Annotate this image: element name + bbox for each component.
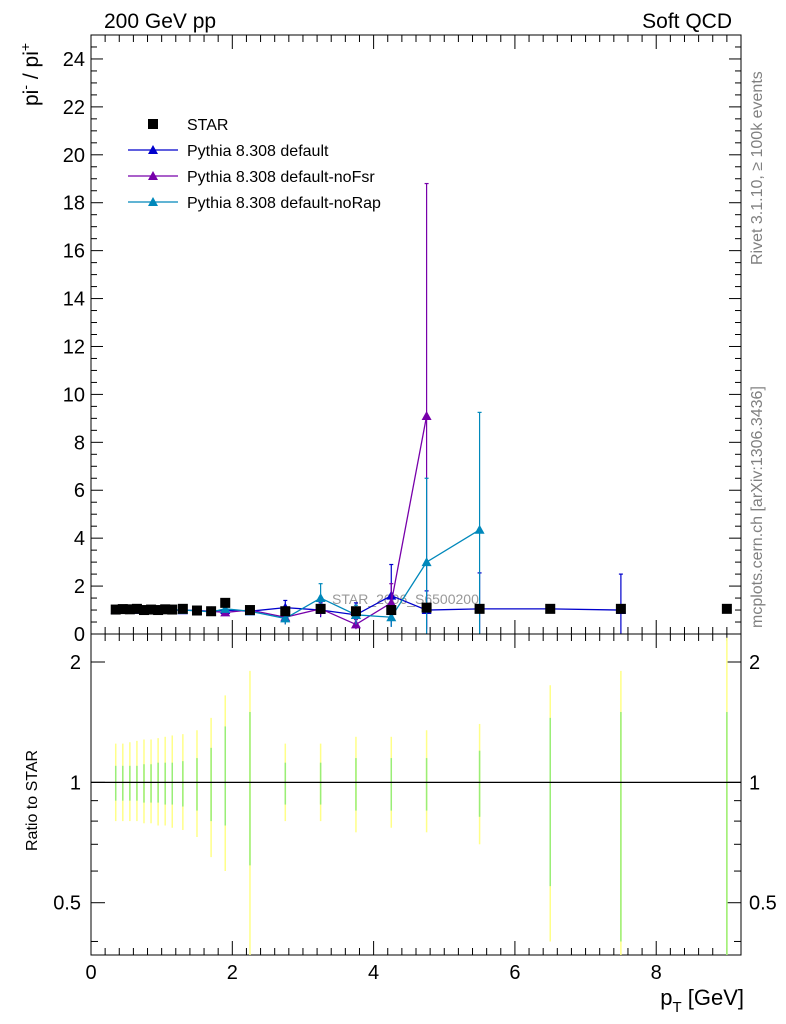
main-ytick-label: 16 bbox=[63, 241, 85, 263]
main-ytick-label: 10 bbox=[63, 384, 85, 406]
x-tick-label: 2 bbox=[227, 962, 238, 984]
point-star bbox=[421, 602, 432, 613]
main-ytick-label: 0 bbox=[74, 624, 85, 646]
point-noRap bbox=[220, 603, 231, 613]
x-tick-label: 4 bbox=[368, 962, 379, 984]
main-ylabel: pi- / pi+ bbox=[17, 43, 43, 106]
point-star bbox=[315, 603, 326, 614]
legend-label-noRap: Pythia 8.308 default-noRap bbox=[187, 195, 381, 212]
point-star bbox=[615, 603, 626, 614]
x-tick-label: 6 bbox=[509, 962, 520, 984]
point-star bbox=[177, 603, 188, 614]
point-star bbox=[280, 606, 291, 617]
ratio-ylabel: Ratio to STAR bbox=[24, 750, 41, 851]
legend-label-default: Pythia 8.308 default bbox=[187, 143, 329, 160]
legend-marker-star bbox=[148, 119, 158, 129]
point-noRap bbox=[421, 557, 432, 567]
legend-marker-noFsr bbox=[148, 171, 158, 180]
ratio-frame bbox=[90, 633, 742, 956]
point-star bbox=[160, 604, 171, 615]
main-data bbox=[110, 182, 732, 634]
point-star bbox=[474, 603, 485, 614]
x-tick-label: 0 bbox=[85, 962, 96, 984]
ratio-ytick-label-right: 2 bbox=[749, 652, 760, 674]
point-star bbox=[167, 604, 178, 615]
point-star bbox=[110, 604, 121, 615]
point-star bbox=[244, 605, 255, 616]
point-star bbox=[131, 603, 142, 614]
point-star bbox=[721, 603, 732, 614]
main-ytick-label: 12 bbox=[63, 336, 85, 358]
legend-marker-default bbox=[148, 145, 158, 154]
point-star bbox=[117, 604, 128, 615]
x-tick-label: 8 bbox=[651, 962, 662, 984]
legend-label-star: STAR bbox=[187, 117, 228, 134]
main-ytick-label: 22 bbox=[63, 97, 85, 119]
point-star bbox=[191, 605, 202, 616]
main-ytick-label: 14 bbox=[63, 289, 85, 311]
point-star bbox=[138, 605, 149, 616]
point-noFsr bbox=[386, 597, 397, 607]
point-noRap bbox=[474, 524, 485, 534]
main-ytick-label: 24 bbox=[63, 49, 85, 71]
ratio-ytick-label-right: 0.5 bbox=[749, 893, 777, 915]
point-noRap bbox=[280, 613, 291, 623]
point-noRap bbox=[315, 593, 326, 603]
point-noFsr bbox=[421, 410, 432, 420]
point-star bbox=[146, 604, 157, 615]
point-star bbox=[545, 603, 556, 614]
point-star bbox=[350, 606, 361, 617]
main-ytick-label: 8 bbox=[74, 432, 85, 454]
main-ytick-label: 18 bbox=[63, 193, 85, 215]
ratio-panel: 0 2 4 6 8 0.5 0.5 1 1 2 2 bbox=[53, 633, 777, 984]
ratio-ytick-label: 2 bbox=[70, 652, 81, 674]
point-star bbox=[386, 605, 397, 616]
analysis-watermark: STAR_2006_S6500200 bbox=[332, 591, 479, 607]
point-star bbox=[153, 605, 164, 616]
rivet-version-label: Rivet 3.1.10, ≥ 100k events bbox=[749, 71, 766, 265]
ratio-ytick-label: 0.5 bbox=[53, 893, 81, 915]
header-left-label: 200 GeV pp bbox=[104, 10, 216, 33]
main-ytick-label: 20 bbox=[63, 145, 85, 167]
legend-marker-noRap bbox=[148, 197, 158, 206]
point-star bbox=[124, 604, 135, 615]
legend: STAR Pythia 8.308 default Pythia 8.308 def… bbox=[128, 117, 381, 212]
main-ytick-label: 6 bbox=[74, 480, 85, 502]
point-noRap bbox=[386, 612, 397, 622]
x-axis-label: pT [GeV] bbox=[660, 985, 744, 1016]
ratio-ytick-label: 1 bbox=[70, 772, 81, 794]
main-ytick-label: 4 bbox=[74, 528, 85, 550]
source-label: mcplots.cern.ch [arXiv:1306.3436] bbox=[749, 386, 766, 628]
ratio-ytick-label-right: 1 bbox=[749, 772, 760, 794]
point-star bbox=[206, 606, 217, 617]
legend-label-noFsr: Pythia 8.308 default-noFsr bbox=[187, 169, 375, 186]
header-right-label: Soft QCD bbox=[642, 10, 732, 33]
point-star bbox=[220, 597, 231, 608]
main-ytick-label: 2 bbox=[74, 576, 85, 598]
